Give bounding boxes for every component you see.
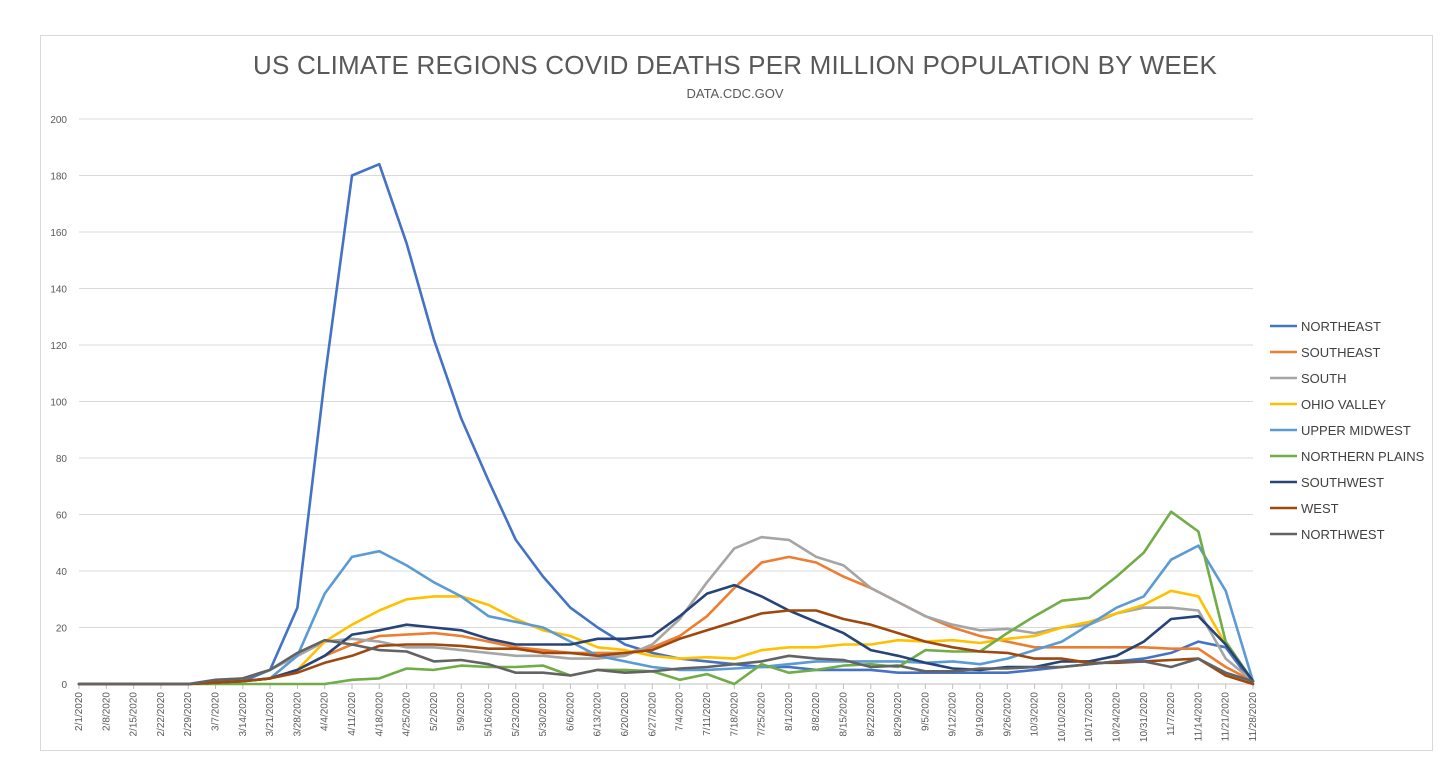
y-tick-label: 60 [56,511,68,522]
x-tick-label: 9/12/2020 [948,692,959,737]
x-tick-label: 2/8/2020 [101,692,112,731]
y-tick-label: 40 [56,567,68,578]
x-tick-label: 8/15/2020 [838,692,849,737]
x-tick-label: 6/6/2020 [565,692,576,731]
x-tick-label: 3/28/2020 [292,692,303,737]
x-tick-label: 3/21/2020 [265,692,276,737]
x-tick-label: 5/30/2020 [538,692,549,737]
legend: NORTHEAST SOUTHEAST SOUTH OHIO VALLEY UPPER … [1270,319,1425,542]
x-tick-label: 10/17/2020 [1084,692,1095,742]
x-tick-label: 11/21/2020 [1221,692,1232,742]
x-tick-label: 8/8/2020 [811,692,822,731]
x-tick-label: 9/26/2020 [1002,692,1013,737]
legend-label-southwest: SOUTHWEST [1301,475,1384,490]
x-tick-label: 11/28/2020 [1248,692,1259,742]
series-line-northwest [77,638,1255,686]
x-tick-label: 5/16/2020 [484,692,495,737]
x-tick-label: 7/25/2020 [757,692,768,737]
legend-label-southeast: SOUTHEAST [1301,345,1381,360]
x-tick-label: 9/19/2020 [975,692,986,737]
x-tick-label: 8/22/2020 [866,692,877,737]
y-tick-label: 100 [50,398,67,409]
legend-label-northeast: NORTHEAST [1301,319,1381,334]
legend-label-northwest: NORTHWEST [1301,527,1385,542]
y-tick-label: 160 [50,228,67,239]
x-tick-label: 2/29/2020 [183,692,194,737]
legend-label-west: WEST [1301,501,1339,516]
x-tick-label: 2/1/2020 [74,692,85,731]
x-tick-label: 3/14/2020 [238,692,249,737]
legend-label-south: SOUTH [1301,371,1347,386]
x-tick-label: 11/7/2020 [1166,692,1177,736]
x-axis-ticks: 2/1/2020 2/8/2020 2/15/2020 2/22/2020 2/29/2… [74,684,1259,742]
x-tick-label: 7/18/2020 [729,692,740,737]
x-tick-label: 6/27/2020 [647,692,658,737]
chart-subtitle: DATA.CDC.GOV [686,86,784,101]
x-tick-label: 6/13/2020 [593,692,604,737]
chart-frame [40,35,1433,751]
legend-label-ohio-valley: OHIO VALLEY [1301,397,1386,412]
x-tick-label: 5/23/2020 [511,692,522,737]
y-tick-label: 140 [50,285,67,296]
series-line-west [77,609,1255,686]
y-tick-label: 20 [56,624,68,635]
y-tick-label: 0 [61,680,67,691]
x-tick-label: 4/18/2020 [374,692,385,737]
series-line-northern-plains [77,510,1255,686]
series-line-northeast [77,162,1255,686]
y-tick-label: 80 [56,454,68,465]
y-tick-label: 180 [50,172,67,183]
x-tick-label: 5/9/2020 [456,692,467,731]
gridlines [79,118,1253,685]
chart-title: US CLIMATE REGIONS COVID DEATHS PER MILL… [253,50,1217,80]
x-tick-label: 10/10/2020 [1057,692,1068,742]
y-tick-label: 120 [50,341,67,352]
x-tick-label: 8/29/2020 [893,692,904,737]
x-tick-label: 6/20/2020 [620,692,631,737]
series-lines [77,162,1255,686]
x-tick-label: 4/11/2020 [347,692,358,736]
x-tick-label: 7/4/2020 [675,692,686,731]
series-line-upper-midwest [77,544,1255,686]
x-tick-label: 2/22/2020 [156,692,167,737]
x-tick-label: 4/4/2020 [320,692,331,731]
x-tick-label: 4/25/2020 [402,692,413,737]
legend-label-northern-plains: NORTHERN PLAINS [1301,449,1425,464]
y-axis-ticks: 0 20 40 60 80 100 120 140 160 180 200 [50,115,67,691]
x-tick-label: 9/5/2020 [920,692,931,731]
x-tick-label: 3/7/2020 [211,692,222,731]
x-tick-label: 11/14/2020 [1193,692,1204,742]
x-tick-label: 7/11/2020 [702,692,713,736]
x-tick-label: 8/1/2020 [784,692,795,731]
x-tick-label: 10/24/2020 [1111,692,1122,742]
legend-label-upper-midwest: UPPER MIDWEST [1301,423,1411,438]
x-tick-label: 10/3/2020 [1030,692,1041,737]
x-tick-label: 10/31/2020 [1139,692,1150,742]
y-tick-label: 200 [50,115,67,126]
x-tick-label: 5/2/2020 [429,692,440,731]
x-tick-label: 2/15/2020 [129,692,140,737]
